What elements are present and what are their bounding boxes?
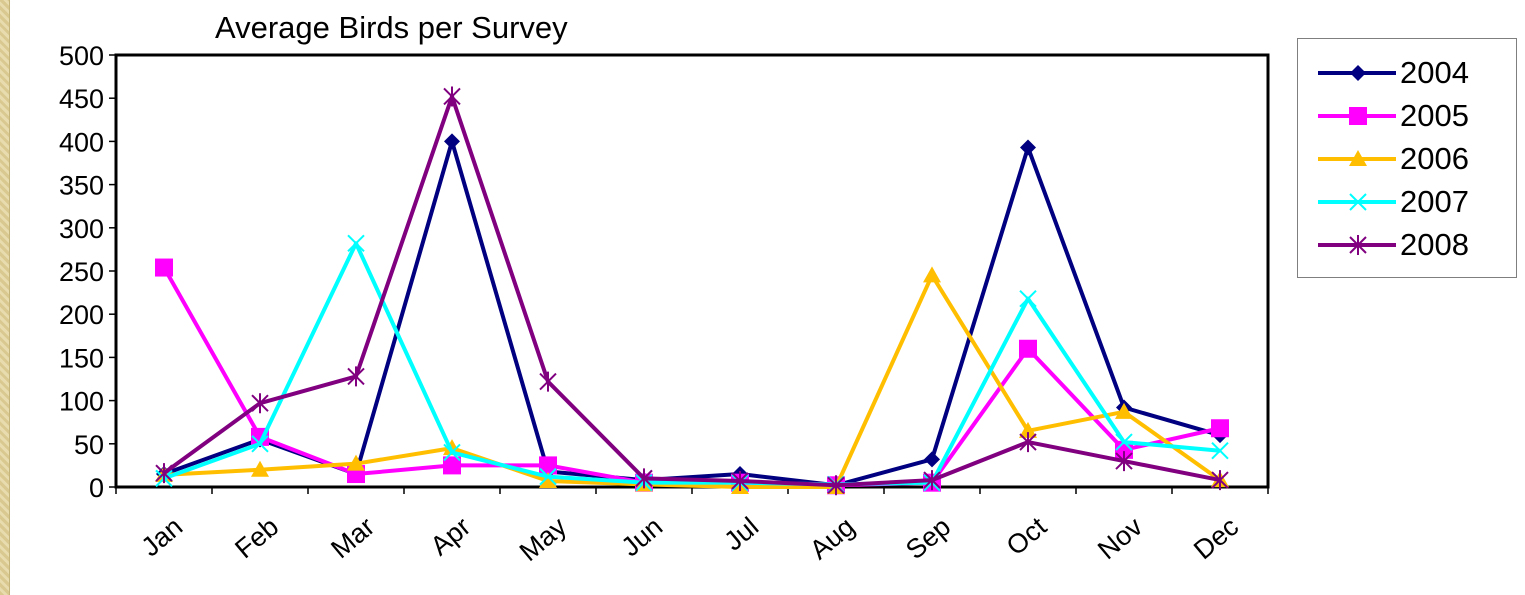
legend-marker-2008 [1349, 235, 1367, 255]
slide-border [0, 0, 10, 595]
x-tick-label: Dec [1188, 511, 1244, 565]
y-tick-label: 200 [59, 300, 104, 330]
y-tick-label: 150 [59, 343, 104, 373]
y-tick-label: 0 [89, 473, 104, 503]
legend-swatch-2007 [1318, 193, 1396, 211]
y-tick-label: 400 [59, 127, 104, 157]
x-tick-label: Jun [616, 511, 669, 562]
legend-marker-2004 [1350, 65, 1366, 81]
legend-label-2005: 2005 [1400, 98, 1469, 133]
x-tick-label: Feb [229, 511, 284, 564]
legend-label-2006: 2006 [1400, 141, 1469, 176]
y-tick-label: 250 [59, 257, 104, 287]
data-point-2007 [347, 234, 365, 253]
legend-item-2004: 2004 [1298, 53, 1518, 93]
data-point-2004 [444, 133, 460, 150]
data-point-2008 [827, 475, 845, 496]
data-point-2008 [923, 470, 941, 491]
series-line-2005 [162, 266, 1221, 488]
data-point-2008 [539, 371, 557, 392]
legend-marker-2007 [1349, 193, 1367, 211]
x-tick-label: Apr [425, 511, 476, 561]
legend-marker-2006 [1349, 150, 1367, 166]
data-point-2007 [539, 467, 557, 486]
series-line-2008 [162, 94, 1221, 488]
y-tick-label: 300 [59, 214, 104, 244]
legend-label-2007: 2007 [1400, 184, 1469, 219]
data-point-2005 [155, 258, 173, 277]
data-point-2008 [1019, 432, 1037, 453]
data-point-2006 [923, 266, 941, 283]
data-point-2008 [347, 366, 365, 387]
data-point-2008 [443, 86, 461, 107]
series-2005 [155, 258, 1229, 495]
x-tick-label: May [514, 511, 573, 567]
data-point-2005 [1211, 419, 1229, 438]
data-point-2008 [1211, 470, 1229, 491]
series-2004 [156, 133, 1228, 494]
y-tick-label: 450 [59, 84, 104, 114]
x-tick-label: Nov [1092, 511, 1148, 565]
data-point-2004 [1020, 139, 1036, 156]
data-point-2008 [635, 468, 653, 489]
data-point-2008 [155, 463, 173, 484]
legend-item-2008: 2008 [1298, 225, 1518, 265]
legend-item-2006: 2006 [1298, 139, 1518, 179]
data-point-2007 [1211, 442, 1229, 460]
y-tick-label: 350 [59, 171, 104, 201]
x-tick-label: Jan [136, 511, 189, 562]
data-point-2006 [539, 471, 557, 488]
x-tick-label: Oct [1001, 511, 1053, 561]
series-2008 [155, 86, 1229, 496]
legend-swatch-2004 [1318, 65, 1396, 81]
legend-item-2005: 2005 [1298, 96, 1518, 136]
x-tick-label: Sep [900, 511, 956, 565]
y-tick-label: 50 [74, 430, 104, 460]
legend-swatch-2006 [1318, 150, 1396, 166]
legend-marker-2005 [1349, 107, 1367, 125]
y-tick-label: 100 [59, 387, 104, 417]
x-tick-label: Jul [718, 511, 764, 556]
data-point-2005 [1019, 339, 1037, 358]
legend-label-2008: 2008 [1400, 227, 1469, 262]
chart-title: Average Birds per Survey [215, 10, 568, 45]
x-tick-label: Aug [804, 511, 860, 565]
line-chart: 0 50 100 150 200 250 300 350 400 450 500 Jan Feb Mar A… [59, 41, 1270, 567]
chart-legend: 2004 2005 2006 2007 2008 [1297, 38, 1517, 278]
data-point-2006 [443, 439, 461, 456]
legend-swatch-2008 [1318, 235, 1396, 255]
data-point-2004 [924, 451, 940, 468]
data-point-2007 [1019, 289, 1037, 308]
legend-label-2004: 2004 [1400, 55, 1469, 90]
data-point-2007 [443, 443, 461, 462]
data-point-2006 [347, 454, 365, 471]
data-point-2006 [251, 460, 269, 477]
data-point-2007 [251, 435, 269, 453]
data-point-2005 [443, 456, 461, 475]
legend-item-2007: 2007 [1298, 182, 1518, 222]
data-point-2006 [1019, 421, 1037, 438]
series-line-2007 [163, 241, 1221, 487]
data-point-2008 [251, 393, 269, 414]
data-point-2007 [1115, 433, 1133, 451]
series-line-2006 [163, 273, 1222, 489]
data-point-2006 [1115, 402, 1133, 419]
data-point-2008 [1115, 451, 1133, 472]
legend-swatch-2005 [1318, 107, 1396, 125]
y-tick-label: 500 [59, 41, 104, 71]
data-point-2005 [539, 456, 557, 475]
x-tick-label: Mar [325, 511, 380, 564]
data-point-2008 [731, 470, 749, 491]
series-2007 [155, 234, 1229, 494]
